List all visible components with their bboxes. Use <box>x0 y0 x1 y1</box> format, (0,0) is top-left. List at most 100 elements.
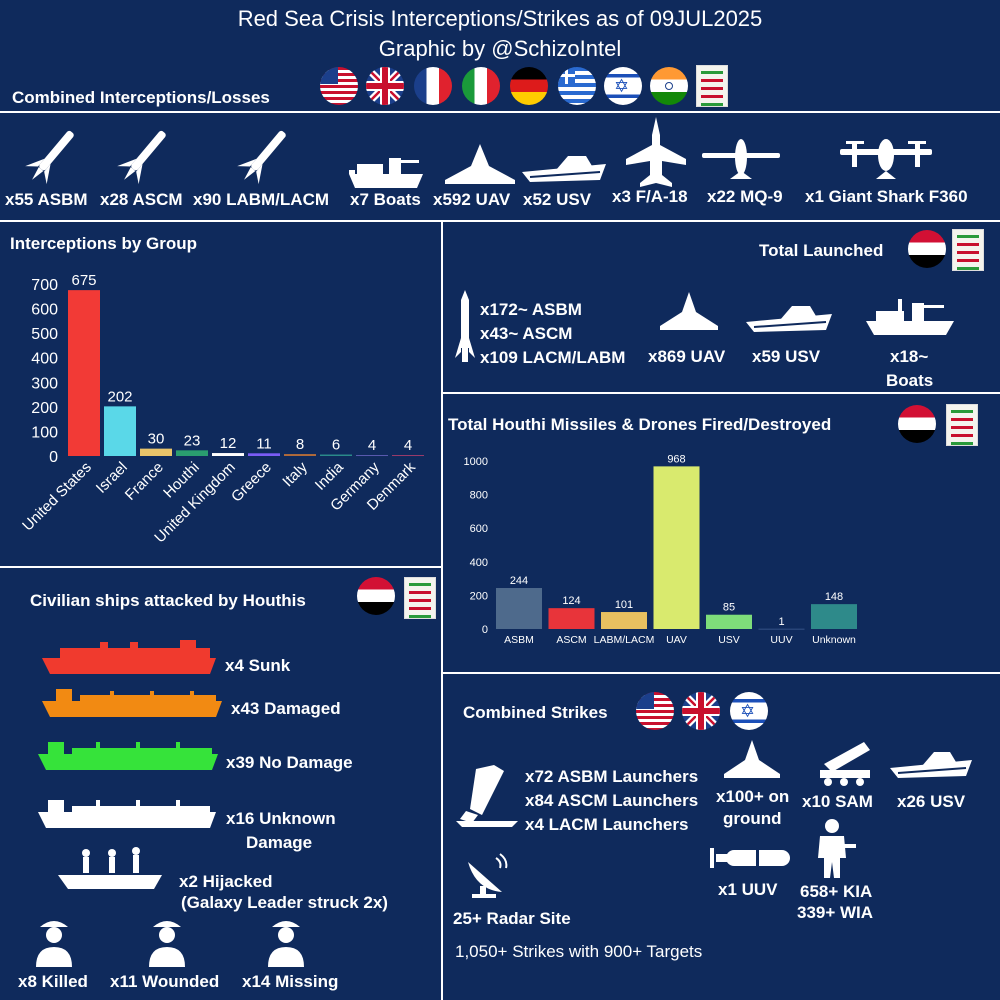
divider <box>441 392 1000 394</box>
launched-boats-label: x18~ <box>890 347 929 366</box>
speedboat-icon <box>746 306 832 332</box>
sunk-ship-icon <box>42 640 216 674</box>
x-tick-label: Italy <box>279 458 311 490</box>
y-tick-label: 300 <box>31 375 58 392</box>
data-label: 4 <box>368 437 376 454</box>
bar <box>548 608 595 629</box>
data-label: 244 <box>510 575 528 587</box>
us-flag <box>320 67 358 105</box>
hijack-boat-icon <box>58 847 162 889</box>
x-tick-label: United States <box>19 459 95 535</box>
radar-icon <box>468 853 508 898</box>
y-tick-label: 400 <box>470 557 488 569</box>
drone-icon <box>445 144 515 184</box>
speedboat-icon <box>890 752 972 778</box>
data-label: 124 <box>562 595 580 607</box>
mq9-drone-icon <box>702 139 780 179</box>
x-tick-label: ASCM <box>556 634 586 646</box>
strikes-summary: 1,050+ Strikes with 900+ Targets <box>455 942 703 961</box>
armed-boat-icon <box>866 299 954 335</box>
us-flag <box>636 692 674 730</box>
civilian-damaged-label: x43 Damaged <box>231 699 341 718</box>
bar <box>104 406 136 456</box>
launched-missile-label: x172~ ASBM <box>480 300 582 319</box>
strikes-title: Combined Strikes <box>463 703 608 722</box>
france-flag <box>414 67 452 105</box>
yemen-flag <box>357 577 395 615</box>
strikes-uav-label: x100+ on <box>716 787 790 806</box>
vtol-drone-icon <box>840 139 932 179</box>
germany-flag <box>510 67 548 105</box>
civilian-unknown-label: Damage <box>246 833 313 852</box>
bar <box>758 628 805 630</box>
india-flag <box>650 67 688 105</box>
combined-item-label: x1 Giant Shark F360 <box>805 187 968 206</box>
strikes-radar-label: 25+ Radar Site <box>453 909 571 928</box>
undamaged-ship-icon <box>38 742 218 770</box>
missile-icon <box>117 130 166 185</box>
bar <box>248 453 280 456</box>
data-label: 148 <box>825 591 843 603</box>
italy-flag <box>462 67 500 105</box>
launched-missile-label: x109 LACM/LABM <box>480 348 626 367</box>
israel-flag: ✡ <box>604 67 642 105</box>
x-tick-label: France <box>122 459 167 504</box>
page-subtitle: Graphic by @SchizoIntel <box>378 36 622 61</box>
combined-item-label: x7 Boats <box>350 190 421 209</box>
divider <box>0 220 1000 222</box>
combined-item-label: x52 USV <box>523 190 592 209</box>
strikes-launcher-label: x84 ASCM Launchers <box>525 791 699 810</box>
civilian-unknown-label: x16 Unknown <box>226 809 336 828</box>
strikes-wia-label: 339+ WIA <box>797 903 874 922</box>
interceptions-chart: 0 100 200 300 400 500 600 700 675 United States 20… <box>19 272 424 546</box>
unknown-damage-ship-icon <box>38 800 216 828</box>
bar <box>320 454 352 456</box>
divider <box>441 220 443 1000</box>
strikes-uuv-label: x1 UUV <box>718 880 778 899</box>
bar <box>706 614 752 629</box>
bar <box>140 448 172 456</box>
bar <box>284 454 316 456</box>
bar <box>496 588 542 629</box>
data-label: 30 <box>148 431 165 448</box>
houthi-fired-title: Total Houthi Missiles & Drones Fired/Des… <box>448 415 832 434</box>
y-tick-label: 200 <box>470 590 488 602</box>
data-label: 4 <box>404 437 412 454</box>
data-label: 85 <box>723 602 735 614</box>
strikes-sam-label: x10 SAM <box>802 792 873 811</box>
data-label: 101 <box>615 599 633 611</box>
drone-icon <box>724 740 780 778</box>
houthi-emblem <box>946 404 978 446</box>
x-tick-label: Greece <box>228 459 275 506</box>
combined-item-label: x28 ASCM <box>100 190 183 209</box>
y-tick-label: 700 <box>31 277 58 294</box>
soldier-icon <box>818 819 856 878</box>
data-label: 202 <box>107 388 132 405</box>
combined-item-label: x22 MQ-9 <box>707 187 783 206</box>
uuv-icon <box>710 847 790 869</box>
israel-flag: ✡ <box>730 692 768 730</box>
launcher-icon <box>456 765 518 827</box>
civilian-no-damage-label: x39 No Damage <box>226 753 353 772</box>
x-tick-label: Unknown <box>812 634 856 646</box>
combined-item-label: x592 UAV <box>433 190 511 209</box>
houthi-fired-chart: 0 200 400 600 800 1000 244 ASBM 124 ASCM 101 LABM/L… <box>464 453 857 646</box>
x-tick-label: USV <box>718 634 740 646</box>
data-label: 11 <box>256 435 272 452</box>
bar <box>601 612 647 629</box>
missile-icon <box>25 130 74 185</box>
houthi-emblem <box>952 229 984 271</box>
combined-item-label: x90 LABM/LACM <box>193 190 330 209</box>
sam-launcher-icon <box>820 742 870 786</box>
launched-missile-label: x43~ ASCM <box>480 324 573 343</box>
launched-usv-label: x59 USV <box>752 347 821 366</box>
y-tick-label: 1000 <box>464 456 488 468</box>
bar <box>176 450 208 456</box>
combined-interceptions-title: Combined Interceptions/Losses <box>12 88 270 107</box>
damaged-ship-icon <box>42 689 222 717</box>
civilian-title: Civilian ships attacked by Houthis <box>30 591 306 610</box>
greece-flag <box>558 67 596 105</box>
y-tick-label: 0 <box>482 624 488 636</box>
civilian-killed-label: x8 Killed <box>18 972 88 991</box>
houthi-emblem <box>696 65 728 107</box>
